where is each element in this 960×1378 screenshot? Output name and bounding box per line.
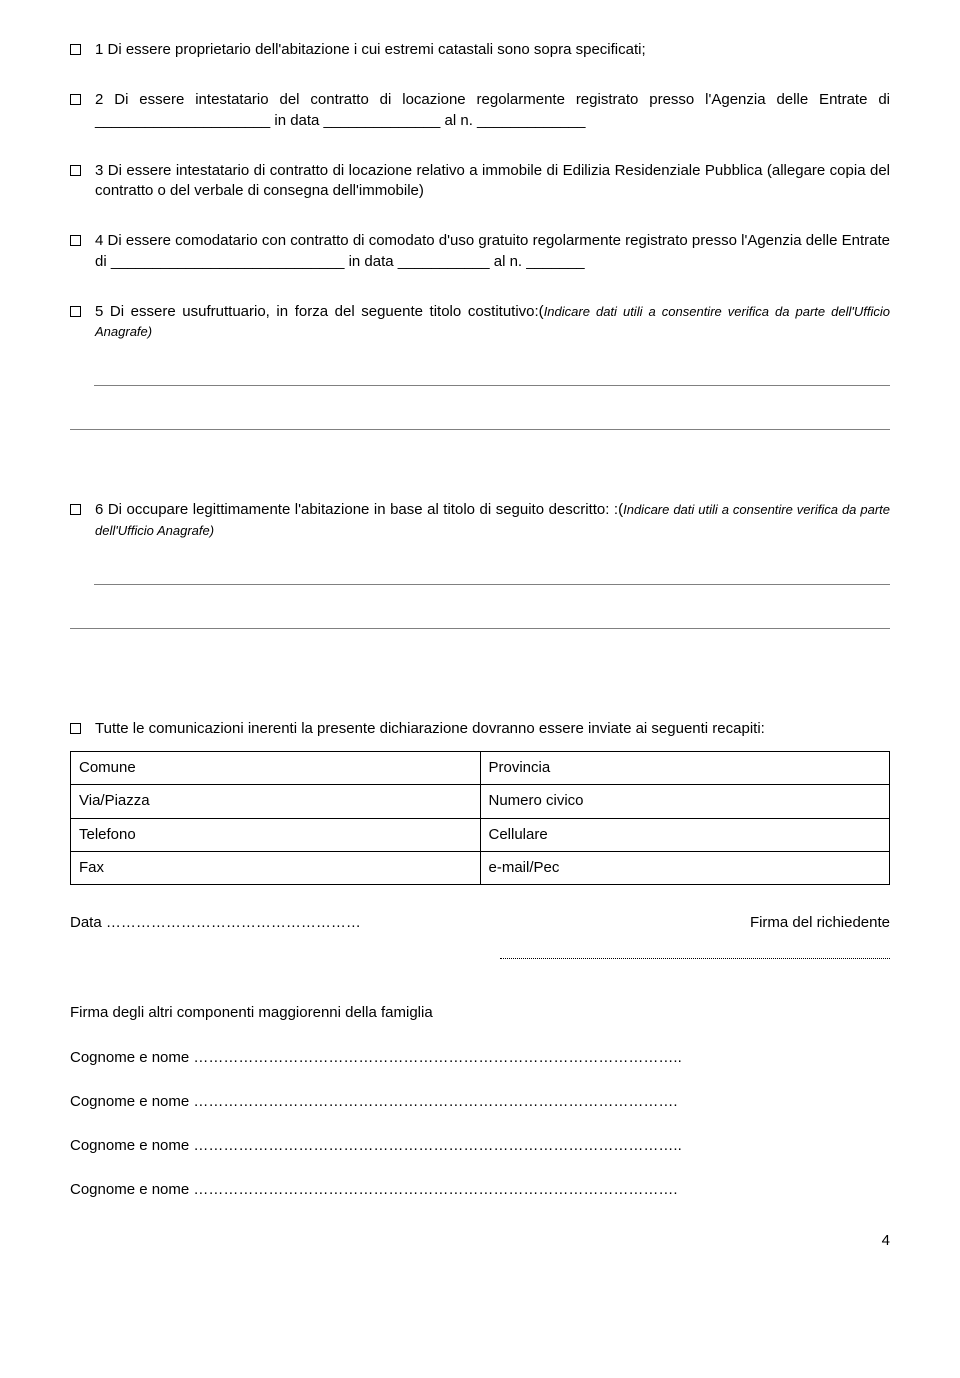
item-3: 3 Di essere intestatario di contratto di… — [70, 161, 890, 202]
contact-table: Comune Provincia Via/Piazza Numero civic… — [70, 751, 890, 885]
item-1-text: 1 Di essere proprietario dell'abitazione… — [95, 40, 890, 60]
item-6-blank-1[interactable] — [94, 567, 890, 585]
cognome-3[interactable]: Cognome e nome …………………………………………………………………… — [70, 1136, 890, 1156]
item-2-text: 2 Di essere intestatario del contratto d… — [95, 90, 890, 131]
cell-telefono[interactable]: Telefono — [71, 818, 481, 851]
item-1: 1 Di essere proprietario dell'abitazione… — [70, 40, 890, 60]
cognome-2[interactable]: Cognome e nome …………………………………………………………………… — [70, 1092, 890, 1112]
cognome-1[interactable]: Cognome e nome …………………………………………………………………… — [70, 1048, 890, 1068]
table-row: Via/Piazza Numero civico — [71, 785, 890, 818]
item-4: 4 Di essere comodatario con contratto di… — [70, 231, 890, 272]
cell-civico[interactable]: Numero civico — [480, 785, 890, 818]
checkbox-5[interactable] — [70, 306, 81, 317]
firma-altri-label: Firma degli altri componenti maggiorenni… — [70, 1003, 890, 1023]
item-6-blank-2[interactable] — [70, 611, 890, 629]
cell-fax[interactable]: Fax — [71, 851, 481, 884]
checkbox-1[interactable] — [70, 44, 81, 55]
item-6-text: 6 Di occupare legittimamente l'abitazion… — [95, 500, 890, 541]
checkbox-comm[interactable] — [70, 723, 81, 734]
table-row: Telefono Cellulare — [71, 818, 890, 851]
other-signatures: Firma degli altri componenti maggiorenni… — [70, 1003, 890, 1200]
signature-line[interactable] — [500, 943, 890, 959]
communications-section: Tutte le comunicazioni inerenti la prese… — [70, 719, 890, 885]
item-5-main: 5 Di essere usufruttuario, in forza del … — [95, 303, 544, 320]
item-5-blank-2[interactable] — [70, 412, 890, 430]
checkbox-4[interactable] — [70, 235, 81, 246]
cell-comune[interactable]: Comune — [71, 752, 481, 785]
item-6: 6 Di occupare legittimamente l'abitazion… — [70, 500, 890, 629]
item-6-main: 6 Di occupare legittimamente l'abitazion… — [95, 501, 623, 518]
data-label: Data …………………………………………… — [70, 913, 361, 933]
cell-provincia[interactable]: Provincia — [480, 752, 890, 785]
table-row: Fax e-mail/Pec — [71, 851, 890, 884]
checkbox-6[interactable] — [70, 504, 81, 515]
item-5: 5 Di essere usufruttuario, in forza del … — [70, 302, 890, 431]
item-5-text: 5 Di essere usufruttuario, in forza del … — [95, 302, 890, 343]
cell-email[interactable]: e-mail/Pec — [480, 851, 890, 884]
signature-row: Data …………………………………………… Firma del richied… — [70, 913, 890, 933]
comm-intro-text: Tutte le comunicazioni inerenti la prese… — [95, 719, 890, 739]
item-5-blank-1[interactable] — [94, 368, 890, 386]
item-2: 2 Di essere intestatario del contratto d… — [70, 90, 890, 131]
page-number: 4 — [70, 1231, 890, 1251]
item-4-text: 4 Di essere comodatario con contratto di… — [95, 231, 890, 272]
cell-cellulare[interactable]: Cellulare — [480, 818, 890, 851]
item-3-text: 3 Di essere intestatario di contratto di… — [95, 161, 890, 202]
table-row: Comune Provincia — [71, 752, 890, 785]
checkbox-3[interactable] — [70, 165, 81, 176]
checkbox-2[interactable] — [70, 94, 81, 105]
cognome-4[interactable]: Cognome e nome …………………………………………………………………… — [70, 1180, 890, 1200]
cell-via[interactable]: Via/Piazza — [71, 785, 481, 818]
firma-richiedente-label: Firma del richiedente — [750, 913, 890, 933]
